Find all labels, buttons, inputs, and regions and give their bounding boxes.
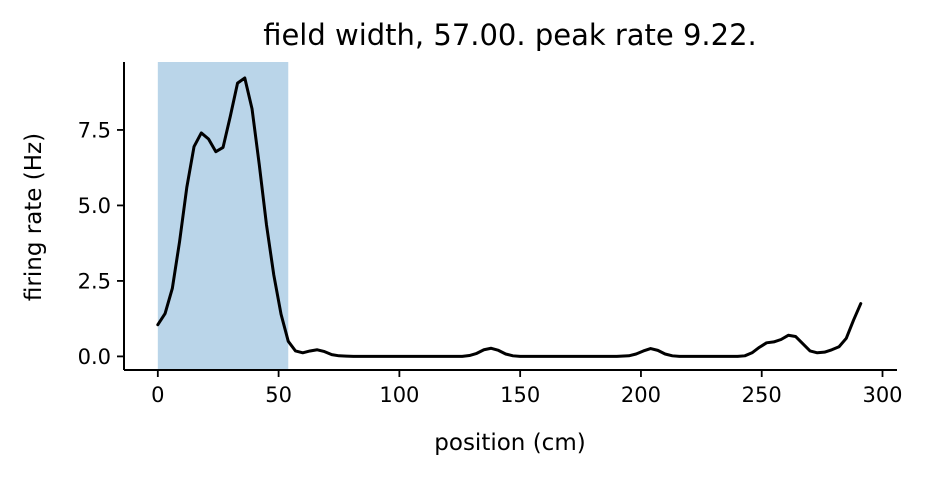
y-tick-label: 7.5 [78,118,111,142]
x-tick-label: 0 [151,383,164,407]
series-line-0 [156,76,863,358]
y-tick-label: 2.5 [78,269,111,293]
y-tick-label: 5.0 [78,194,111,218]
y-axis-label: firing rate (Hz) [21,133,47,301]
x-axis-ticks: 0 50 100 150 200 250 300 [151,370,903,407]
x-tick-label: 100 [379,383,419,407]
x-axis-label: position (cm) [434,430,585,456]
x-tick-label: 50 [265,383,292,407]
axes-spines [123,62,897,371]
x-tick-label: 300 [862,383,902,407]
x-tick-label: 200 [621,383,661,407]
y-tick-label: 0.0 [78,345,111,369]
x-tick-label: 150 [500,383,540,407]
x-tick-label: 250 [742,383,782,407]
field-highlight-region [157,62,289,370]
series-line-layer [156,76,863,358]
chart-title: field width, 57.00. peak rate 9.22. [263,18,757,52]
y-axis-ticks: 0.0 2.5 5.0 7.5 [78,118,124,369]
field-highlight-layer [157,62,289,370]
